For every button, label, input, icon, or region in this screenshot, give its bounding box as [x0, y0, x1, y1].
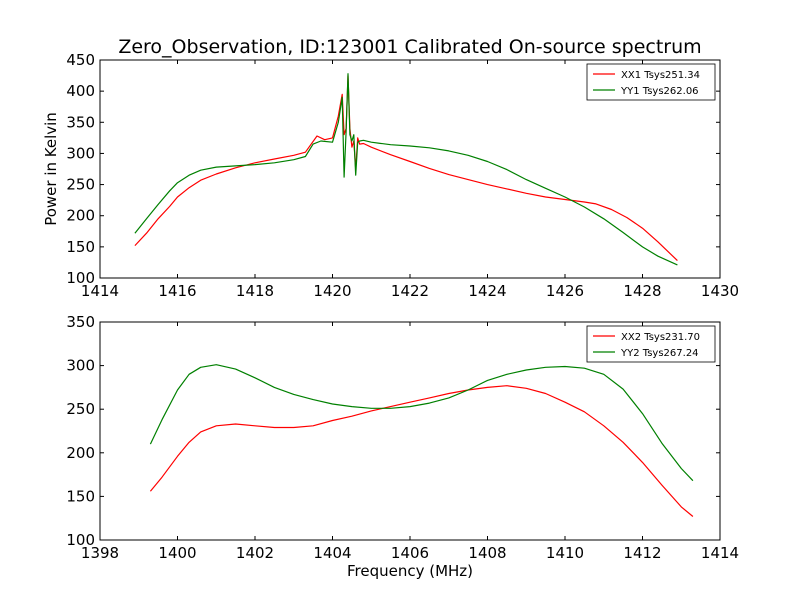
y-tick-label: 450: [66, 51, 95, 69]
y-tick-label: 250: [66, 400, 95, 418]
y-tick-label: 300: [66, 357, 95, 375]
x-tick-label: 1412: [623, 544, 661, 562]
x-tick-label: 1420: [313, 282, 351, 300]
x-tick-label: 1418: [236, 282, 274, 300]
legend-entry: YY2 Tsys267.24: [620, 348, 699, 359]
y-tick-label: 150: [66, 238, 95, 256]
y-tick-label: 100: [66, 531, 95, 549]
x-tick-label: 1414: [81, 282, 119, 300]
y-tick-label: 400: [66, 82, 95, 100]
legend: XX1 Tsys251.34 YY1 Tsys262.06: [586, 63, 716, 101]
x-tick-label: 1400: [158, 544, 196, 562]
legend-box: [586, 325, 716, 363]
x-tick-label: 1428: [623, 282, 661, 300]
y-tick-label: 350: [66, 113, 95, 131]
x-tick-label: 1424: [468, 282, 506, 300]
x-tick-label: 1408: [468, 544, 506, 562]
legend-entry: XX1 Tsys251.34: [621, 70, 700, 81]
legend-entry: YY1 Tsys262.06: [620, 86, 699, 97]
y-tick-label: 300: [66, 144, 95, 162]
chart-panel-2: 1398 1400 1402 1404 1406 1408 1410 1412 1414 100 1…: [66, 313, 739, 580]
x-axis-title: Frequency (MHz): [347, 562, 473, 580]
y-tick-label: 250: [66, 176, 95, 194]
legend: XX2 Tsys231.70 YY2 Tsys267.24: [586, 325, 716, 363]
x-tick-label: 1426: [546, 282, 584, 300]
y-axis-title: Power in Kelvin: [42, 112, 60, 226]
series-line-yy1: [134, 73, 678, 266]
y-tick-label: 200: [66, 444, 95, 462]
y-tick-label: 100: [66, 269, 95, 287]
x-tick-label: 1422: [391, 282, 429, 300]
chart-title: Zero_Observation, ID:123001 Calibrated O…: [118, 36, 701, 58]
x-tick-label: 1430: [701, 282, 739, 300]
x-tick-label: 1398: [81, 544, 119, 562]
x-tick-label: 1410: [546, 544, 584, 562]
legend-entry: XX2 Tsys231.70: [621, 332, 700, 343]
x-tick-label: 1416: [158, 282, 196, 300]
series-line-xx2: [149, 385, 694, 517]
x-tick-label: 1406: [391, 544, 429, 562]
series-line-yy2: [149, 364, 694, 482]
series-line-xx1: [134, 75, 678, 262]
x-tick-label: 1402: [236, 544, 274, 562]
y-tick-label: 150: [66, 487, 95, 505]
chart-panel-1: 1414 1416 1418 1420 1422 1424 1426 1428 1430 100 1…: [42, 51, 739, 300]
legend-box: [586, 63, 716, 101]
x-tick-label: 1404: [313, 544, 351, 562]
y-tick-label: 350: [66, 313, 95, 331]
x-tick-label: 1414: [701, 544, 739, 562]
y-tick-label: 200: [66, 207, 95, 225]
